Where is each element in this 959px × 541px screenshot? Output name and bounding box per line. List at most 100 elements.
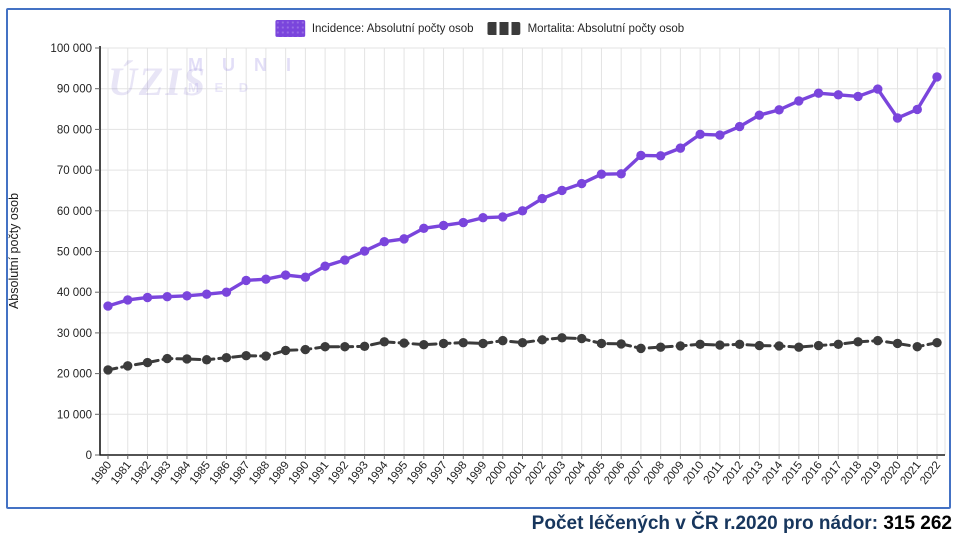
x-tick-label: 1984: [168, 459, 194, 487]
data-point: [399, 338, 409, 348]
data-point: [537, 193, 547, 204]
y-axis-ticks: 0 10 000 20 000 30 000 40 000 50 000 60 000 70 …: [50, 43, 100, 462]
data-point: [833, 90, 844, 100]
data-point: [734, 339, 745, 349]
data-point: [853, 91, 863, 102]
data-point: [754, 340, 765, 351]
data-point: [636, 343, 646, 354]
data-point: [537, 335, 547, 345]
uzis-logo-watermark: ÚZIS: [108, 59, 208, 104]
data-point: [458, 337, 468, 348]
caption-value: 315 262: [883, 513, 952, 534]
data-point: [261, 351, 271, 361]
data-point: [320, 261, 330, 271]
x-tick-label: 2002: [523, 459, 548, 487]
x-tick-label: 1996: [405, 459, 430, 487]
x-tick-label: 1981: [109, 459, 134, 487]
data-point: [754, 110, 765, 120]
data-point: [596, 338, 607, 349]
x-tick-label: 2012: [721, 459, 746, 487]
x-tick-label: 1992: [326, 459, 351, 487]
data-point: [182, 291, 192, 301]
chart-frame: [6, 8, 951, 509]
muni-watermark-line2: M E D: [188, 80, 255, 95]
data-point: [873, 84, 883, 94]
y-tick-label: 60 000: [57, 206, 92, 218]
x-tick-label: 2021: [898, 459, 923, 487]
x-tick-label: 2008: [642, 459, 667, 487]
x-tick-label: 2019: [859, 459, 884, 487]
data-point: [715, 130, 725, 140]
x-tick-label: 1982: [129, 459, 154, 487]
data-point: [912, 342, 922, 352]
data-point: [833, 339, 844, 349]
data-point: [359, 246, 370, 256]
x-tick-label: 1993: [346, 459, 371, 487]
data-point: [280, 270, 291, 280]
x-tick-label: 2010: [681, 459, 706, 487]
data-point: [182, 354, 192, 364]
data-point: [103, 365, 113, 375]
x-tick-label: 1995: [385, 459, 410, 487]
x-tick-label: 1990: [287, 459, 312, 487]
mortality-swatch-icon: [487, 22, 521, 35]
data-point: [458, 217, 468, 228]
data-point: [241, 350, 251, 361]
data-point: [675, 143, 686, 153]
data-point: [142, 357, 153, 368]
x-tick-label: 2015: [780, 459, 805, 487]
y-tick-label: 90 000: [57, 84, 92, 96]
data-point: [577, 178, 587, 189]
y-tick-label: 50 000: [57, 247, 92, 259]
x-tick-label: 1985: [188, 459, 213, 487]
data-point: [715, 340, 725, 350]
data-point: [162, 353, 172, 364]
x-tick-label: 2001: [504, 459, 529, 487]
legend-item-mortality: Mortalita: Absolutní počty osob: [487, 22, 684, 35]
data-point: [853, 337, 863, 347]
data-point: [892, 113, 903, 123]
x-tick-label: 2003: [543, 459, 568, 487]
x-tick-label: 2007: [622, 459, 647, 487]
data-point: [517, 337, 528, 348]
x-tick-label: 2017: [819, 459, 844, 487]
data-point: [557, 185, 567, 196]
data-point: [498, 212, 508, 222]
data-point: [379, 337, 390, 347]
y-tick-label: 40 000: [57, 287, 92, 299]
data-point: [932, 72, 942, 82]
data-point: [813, 340, 824, 351]
x-tick-label: 1997: [425, 459, 450, 487]
x-tick-label: 1999: [464, 459, 489, 487]
data-point: [221, 287, 232, 297]
y-axis-title: Absolutní počty osob: [7, 192, 21, 310]
data-point: [774, 105, 784, 115]
data-point: [419, 340, 429, 350]
legend-label-incidence: Incidence: Absolutní počty osob: [311, 22, 474, 35]
mortality-series: [103, 333, 942, 375]
data-point: [280, 345, 291, 356]
data-point: [419, 223, 429, 234]
x-tick-label: 2009: [662, 459, 687, 487]
data-point: [340, 255, 350, 265]
data-point: [123, 361, 133, 371]
data-point: [774, 341, 784, 351]
caption-label: Počet léčených v ČR r.2020 pro nádor:: [531, 513, 879, 534]
data-point: [320, 342, 330, 352]
x-tick-label: 2018: [839, 459, 864, 487]
y-tick-label: 100 000: [50, 43, 92, 55]
y-tick-label: 20 000: [57, 369, 92, 381]
data-point: [577, 333, 587, 344]
data-point: [616, 339, 626, 349]
x-tick-label: 2020: [879, 459, 904, 487]
x-tick-label: 2005: [583, 459, 608, 487]
data-point: [162, 291, 172, 302]
data-point: [498, 335, 508, 346]
chart-canvas: 0 10 000 20 000 30 000 40 000 50 000 60 000 70 …: [50, 43, 946, 487]
data-point: [103, 301, 113, 311]
x-tick-label: 1983: [148, 459, 173, 487]
x-tick-label: 2022: [918, 459, 943, 487]
muni-watermark-line1: M U N I: [188, 55, 298, 75]
x-tick-label: 2013: [741, 459, 766, 487]
